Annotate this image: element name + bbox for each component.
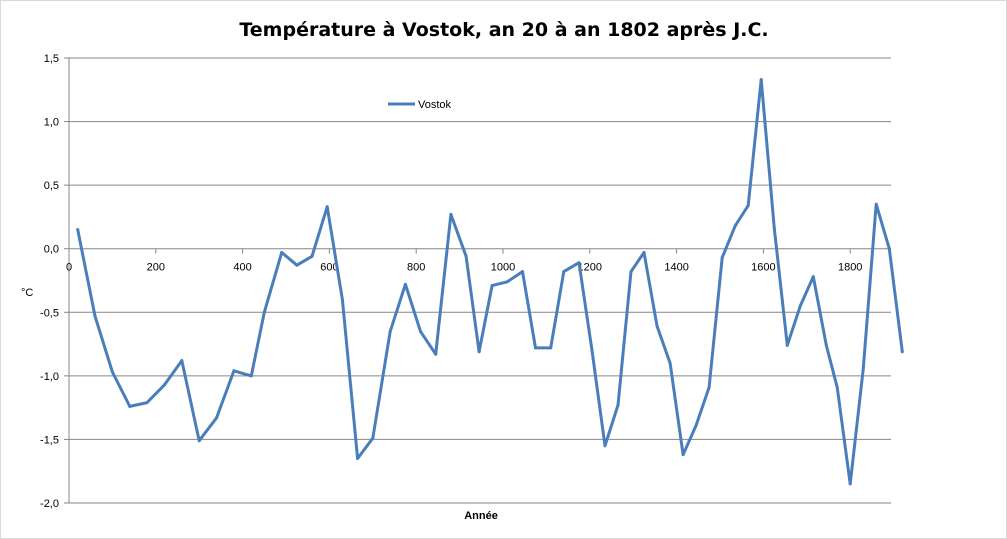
data-point (746, 203, 750, 207)
y-tick-label: 0,0 (44, 244, 59, 256)
legend: Vostok (388, 99, 452, 111)
legend-label-vostok: Vostok (418, 99, 452, 111)
data-point (887, 247, 891, 251)
x-tick-label: 1600 (751, 262, 775, 274)
data-point (668, 361, 672, 365)
x-axis-label: Année (464, 510, 498, 522)
series-line-vostok (76, 78, 904, 486)
data-point (759, 78, 763, 82)
data-point (549, 346, 553, 350)
grid-lines (64, 57, 891, 504)
data-point (835, 385, 839, 389)
x-tick-label: 1400 (664, 262, 688, 274)
data-point (197, 439, 201, 443)
data-point (477, 350, 481, 354)
data-point (371, 436, 375, 440)
y-tick-label: -1,5 (40, 434, 59, 446)
x-tick-label: 0 (66, 262, 72, 274)
y-tick-label: 0,5 (44, 180, 59, 192)
data-point (464, 254, 468, 258)
y-tick-label: -1,0 (40, 371, 59, 383)
data-point (403, 282, 407, 286)
y-tick-label: 1,5 (44, 53, 59, 65)
series-vostok (76, 78, 904, 486)
data-point (629, 270, 633, 274)
data-point (249, 374, 253, 378)
data-point (562, 270, 566, 274)
data-point (310, 254, 314, 258)
data-point (162, 383, 166, 387)
data-point (388, 329, 392, 333)
data-point (325, 205, 329, 209)
data-point (93, 314, 97, 318)
data-point (861, 368, 865, 371)
data-point (232, 369, 236, 373)
data-point (490, 284, 494, 288)
data-point (577, 261, 581, 265)
data-point (785, 343, 789, 347)
data-point (642, 251, 646, 255)
x-tick-labels: 0 200 400 600 800 1000 1200 1400 1600 1800 (66, 248, 862, 274)
y-tick-label: -0,5 (40, 307, 59, 319)
data-point (340, 298, 344, 302)
data-point (590, 348, 594, 352)
data-point (215, 416, 219, 420)
data-point (128, 404, 132, 408)
x-tick-label: 400 (233, 262, 251, 274)
y-tick-labels: 1,5 1,0 0,5 0,0 -0,5 -1,0 -1,5 -2,0 (40, 53, 59, 510)
data-point (616, 403, 620, 407)
chart-title: Température à Vostok, an 20 à an 1802 ap… (239, 19, 768, 41)
data-point (811, 275, 815, 279)
data-point (733, 224, 737, 228)
x-tick-label: 800 (407, 262, 425, 274)
y-tick-label: -2,0 (40, 498, 59, 510)
data-point (534, 346, 538, 350)
data-point (295, 263, 299, 267)
x-tick-label: 600 (320, 262, 338, 274)
data-point (874, 202, 878, 206)
data-point (280, 251, 284, 255)
y-tick-label: 1,0 (44, 117, 59, 129)
data-point (145, 401, 149, 405)
data-point (655, 324, 659, 328)
data-point (681, 453, 685, 457)
y-axis-label: °C (21, 287, 33, 299)
data-point (180, 359, 184, 363)
data-point (434, 352, 438, 356)
x-tick-label: 1800 (838, 262, 862, 274)
data-point (356, 457, 360, 460)
data-point (603, 444, 607, 448)
data-point (900, 350, 904, 354)
data-point (76, 228, 80, 232)
data-point (505, 280, 509, 284)
x-tick-label: 1200 (578, 262, 602, 274)
data-point (798, 304, 802, 308)
data-point (848, 482, 852, 486)
x-tick-label: 200 (147, 262, 165, 274)
x-tick-label: 1000 (491, 262, 515, 274)
data-point (419, 329, 423, 333)
data-point (772, 226, 776, 230)
data-point (110, 370, 114, 374)
data-point (824, 343, 828, 347)
data-point (720, 256, 724, 260)
data-point (707, 385, 711, 389)
data-point (449, 212, 453, 216)
data-point (262, 310, 266, 314)
data-point (521, 270, 525, 274)
data-point (694, 423, 698, 427)
